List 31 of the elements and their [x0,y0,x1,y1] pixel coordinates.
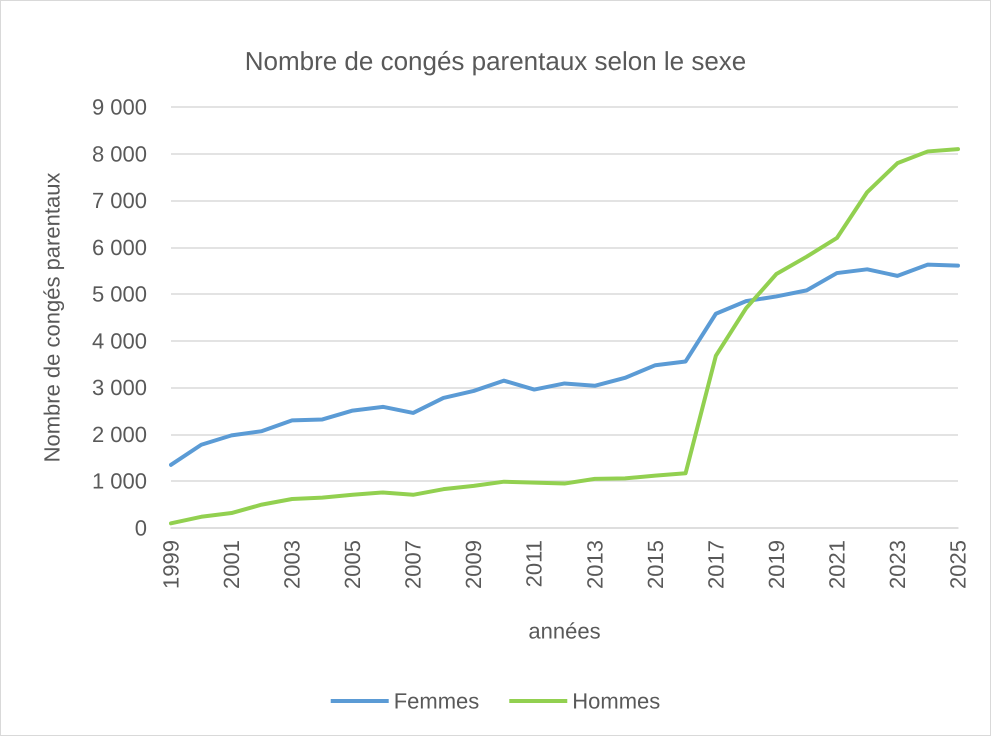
x-tick-label: 2001 [219,540,244,589]
x-tick-label: 2021 [824,540,850,589]
y-tick-label: 1 000 [92,468,147,494]
legend-label: Femmes [394,688,480,714]
y-tick-label: 6 000 [92,234,147,260]
x-tick-label: 2007 [400,540,426,589]
x-tick-label: 2015 [642,540,668,589]
x-tick-label: 2017 [703,540,728,589]
x-tick-label: 2003 [280,540,305,589]
y-tick-label: 5 000 [92,282,147,307]
legend-label: Hommes [572,688,660,714]
x-axis-title: années [528,618,601,644]
x-tick-label: 1999 [158,540,184,589]
x-tick-label: 2025 [946,540,970,589]
y-tick-label: 2 000 [92,422,147,447]
y-tick-label: 8 000 [92,141,147,166]
line-series [169,262,960,467]
x-tick-label: 2013 [582,540,608,589]
x-tick-label: 2023 [884,540,910,589]
x-tick-label: 2011 [522,540,547,588]
chart-title: Nombre de congés parentaux selon le sexe [244,46,746,76]
y-tick-label: 0 [134,516,147,540]
y-tick-label: 9 000 [92,94,147,120]
x-tick-label: 2019 [764,540,789,589]
y-tick-label: 7 000 [92,188,147,214]
x-tick-label: 2005 [340,540,366,589]
y-tick-label: 3 000 [92,375,147,400]
x-tick-label: 2009 [461,540,486,589]
y-tick-label: 4 000 [92,328,147,354]
line-series [169,147,960,526]
y-axis-title: Nombre de congés parentaux [40,172,64,462]
